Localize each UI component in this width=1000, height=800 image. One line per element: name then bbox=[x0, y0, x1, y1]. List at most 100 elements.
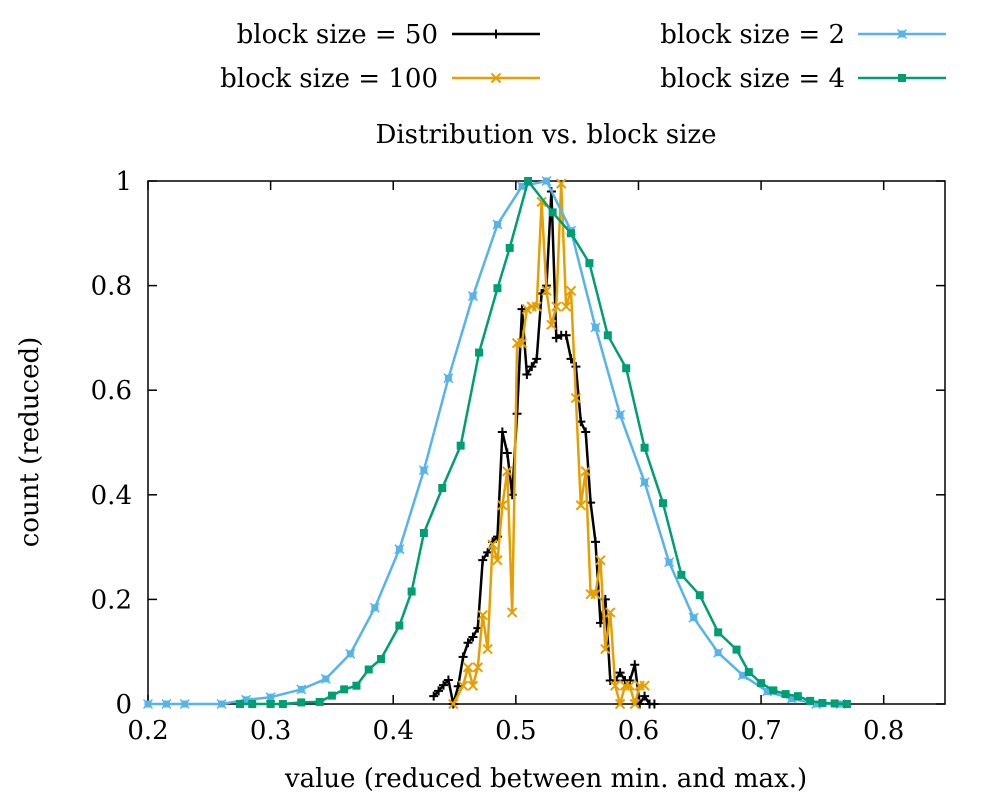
data-point-block-size-100 bbox=[502, 466, 513, 477]
data-point-block-size-50 bbox=[561, 330, 571, 340]
data-point-block-size-100 bbox=[551, 301, 562, 312]
legend-label: block size = 4 bbox=[660, 64, 845, 94]
x-tick-label: 0.4 bbox=[373, 716, 414, 746]
data-point-block-size-4 bbox=[456, 441, 465, 450]
x-tick-label: 0.2 bbox=[127, 716, 168, 746]
data-point-block-size-4 bbox=[781, 690, 790, 699]
data-point-block-size-100 bbox=[506, 607, 518, 618]
data-point-block-size-4 bbox=[364, 665, 373, 674]
data-point-block-size-4 bbox=[395, 621, 404, 630]
data-point-block-size-2 bbox=[615, 409, 626, 420]
series-block-size-100 bbox=[448, 178, 650, 710]
data-point-block-size-2 bbox=[418, 465, 429, 476]
data-point-block-size-2 bbox=[590, 322, 601, 333]
data-point-block-size-50 bbox=[429, 691, 439, 701]
data-point-block-size-50 bbox=[591, 537, 601, 547]
data-point-block-size-2 bbox=[161, 698, 172, 710]
data-point-block-size-4 bbox=[505, 243, 514, 252]
data-point-block-size-2 bbox=[467, 291, 478, 302]
series-block-size-2 bbox=[142, 175, 846, 710]
data-point-block-size-50 bbox=[439, 680, 449, 690]
data-point-block-size-2 bbox=[713, 647, 724, 658]
data-point-block-size-100 bbox=[600, 643, 611, 655]
data-point-block-size-2 bbox=[492, 219, 503, 230]
data-point-block-size-4 bbox=[732, 645, 741, 654]
data-point-block-size-100 bbox=[467, 680, 479, 691]
x-axis-label: value (reduced between min. and max.) bbox=[284, 764, 807, 794]
data-point-block-size-50 bbox=[649, 699, 659, 709]
legend-swatch-marker bbox=[491, 29, 501, 39]
data-point-block-size-2 bbox=[320, 673, 331, 684]
data-point-block-size-50 bbox=[532, 354, 542, 364]
data-point-block-size-50 bbox=[630, 660, 640, 670]
legend: block size = 50 block size = 100 block siz… bbox=[220, 20, 946, 94]
chart-title: Distribution vs. block size bbox=[375, 120, 716, 150]
data-point-block-size-100 bbox=[570, 392, 582, 404]
data-point-block-size-2 bbox=[541, 175, 552, 187]
series-line-block-size-2 bbox=[148, 179, 841, 706]
y-tick-label: 0.2 bbox=[91, 585, 132, 615]
data-point-block-size-4 bbox=[769, 686, 778, 695]
data-point-block-size-4 bbox=[438, 484, 447, 493]
data-point-block-size-50 bbox=[635, 699, 645, 709]
data-point-block-size-2 bbox=[142, 698, 154, 710]
data-point-block-size-4 bbox=[585, 259, 594, 268]
data-point-block-size-100 bbox=[497, 500, 508, 511]
data-point-block-size-100 bbox=[482, 643, 493, 655]
x-tick-label: 0.3 bbox=[250, 716, 291, 746]
data-point-block-size-100 bbox=[546, 319, 557, 331]
data-point-block-size-50 bbox=[527, 362, 537, 372]
x-tick-label: 0.5 bbox=[495, 716, 536, 746]
data-point-block-size-100 bbox=[541, 285, 552, 297]
data-point-block-size-100 bbox=[639, 680, 650, 691]
data-point-block-size-100 bbox=[472, 662, 484, 673]
data-point-block-size-4 bbox=[327, 691, 336, 700]
data-point-block-size-2 bbox=[296, 684, 307, 695]
data-point-block-size-100 bbox=[629, 698, 640, 710]
data-point-block-size-50 bbox=[581, 427, 591, 437]
data-point-block-size-2 bbox=[443, 373, 454, 384]
legend-item-block-size-4: block size = 4 bbox=[660, 64, 946, 94]
data-point-block-size-4 bbox=[278, 700, 287, 708]
data-point-block-size-4 bbox=[352, 681, 361, 690]
y-tick-label: 0.6 bbox=[91, 376, 132, 406]
data-point-block-size-50 bbox=[497, 427, 507, 437]
data-point-block-size-50 bbox=[625, 675, 635, 685]
data-point-block-size-4 bbox=[744, 668, 753, 677]
legend-item-block-size-50: block size = 50 bbox=[237, 20, 540, 50]
data-point-block-size-4 bbox=[548, 208, 557, 217]
y-axis: 0 0.2 0.4 0.6 0.8 1 bbox=[91, 167, 945, 720]
data-point-block-size-100 bbox=[595, 554, 606, 566]
data-point-block-size-4 bbox=[695, 591, 704, 600]
data-point-block-size-4 bbox=[714, 628, 723, 637]
data-point-block-size-4 bbox=[235, 700, 244, 708]
data-point-block-size-100 bbox=[448, 698, 459, 710]
data-point-block-size-50 bbox=[434, 686, 444, 696]
legend-label: block size = 50 bbox=[237, 20, 438, 50]
data-point-block-size-100 bbox=[560, 301, 572, 312]
data-point-block-size-2 bbox=[688, 612, 699, 623]
data-point-block-size-50 bbox=[483, 547, 493, 557]
data-point-block-size-4 bbox=[830, 699, 839, 708]
data-point-block-size-100 bbox=[477, 609, 488, 621]
data-point-block-size-4 bbox=[407, 587, 416, 596]
data-point-block-size-4 bbox=[340, 685, 349, 694]
x-tick-label: 0.8 bbox=[863, 716, 904, 746]
data-point-block-size-2 bbox=[179, 698, 190, 710]
data-point-block-size-100 bbox=[521, 303, 533, 315]
data-point-block-size-100 bbox=[580, 466, 591, 477]
data-point-block-size-50 bbox=[478, 555, 488, 565]
data-point-block-size-100 bbox=[462, 662, 474, 673]
series-line-block-size-4 bbox=[240, 179, 847, 706]
data-point-block-size-50 bbox=[640, 691, 650, 701]
data-point-block-size-50 bbox=[458, 652, 468, 662]
data-point-block-size-100 bbox=[614, 698, 626, 710]
data-point-block-size-4 bbox=[315, 697, 324, 706]
legend-label: block size = 2 bbox=[660, 20, 845, 50]
data-point-block-size-100 bbox=[575, 500, 587, 511]
legend-item-block-size-2: block size = 2 bbox=[660, 20, 946, 50]
legend-item-block-size-100: block size = 100 bbox=[220, 64, 540, 94]
data-point-block-size-50 bbox=[463, 638, 473, 648]
data-point-block-size-4 bbox=[658, 499, 667, 508]
data-point-block-size-50 bbox=[443, 675, 453, 685]
